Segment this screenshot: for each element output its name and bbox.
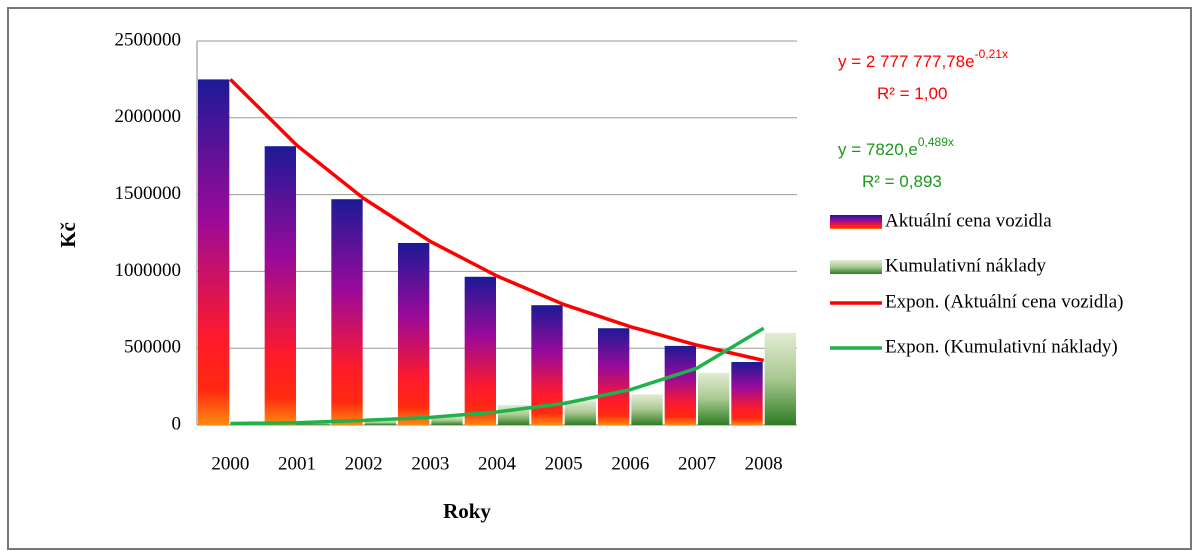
x-tick-label: 2008 [745,453,783,474]
equation-text: R² = 0,893 [862,172,942,191]
trend-equation: R² = 0,893 [862,172,942,191]
bar [331,199,363,425]
x-tick-label: 2000 [211,453,249,474]
bar [598,328,630,425]
bar [731,362,763,425]
equation-exponent: -0,21x [975,47,1008,61]
x-axis-label: Roky [443,499,491,523]
x-tick-label: 2002 [345,453,383,474]
legend-swatch [830,215,882,229]
trend-equation: y = 7820,e0,489x [838,135,954,159]
trend-line [229,78,765,363]
bar [764,332,796,425]
bar [698,372,730,425]
trend-equation: y = 2 777 777,78e-0,21x [838,47,1008,71]
legend-label: Kumulativní náklady [885,255,1046,276]
x-tick-label: 2006 [611,453,649,474]
x-tick-label: 2005 [545,453,583,474]
chart-border [7,7,1192,550]
trend-line [230,326,765,426]
y-axis-label: Kč [56,222,80,248]
y-tick-label: 2000000 [115,106,182,127]
bar [398,242,430,425]
legend-label: Expon. (Kumulativní náklady) [885,336,1118,357]
trend-equation: R² = 1,00 [877,84,947,103]
legend-label: Expon. (Aktuální cena vozidla) [885,291,1123,312]
equation-exponent: 0,489x [918,135,954,149]
legend-swatch [830,260,882,274]
bar [198,79,230,426]
y-tick-label: 0 [172,413,182,434]
y-tick-label: 1000000 [115,260,182,281]
bar [464,276,496,425]
equation-text: y = 2 777 777,78e [838,52,975,71]
legend-label: Aktuální cena vozidla [885,210,1052,231]
y-tick-label: 500000 [124,337,181,358]
x-tick-label: 2007 [678,453,716,474]
bar [364,420,396,425]
y-tick-label: 2500000 [115,29,182,50]
x-tick-label: 2001 [278,453,316,474]
bar [264,146,296,425]
equation-text: y = 7820,e [838,140,918,159]
bar [664,345,696,425]
bar [631,394,663,425]
equation-text: R² = 1,00 [877,84,947,103]
y-tick-label: 1500000 [115,183,182,204]
x-tick-label: 2004 [478,453,517,474]
bar [431,415,463,425]
bar [564,400,596,425]
x-tick-label: 2003 [411,453,449,474]
